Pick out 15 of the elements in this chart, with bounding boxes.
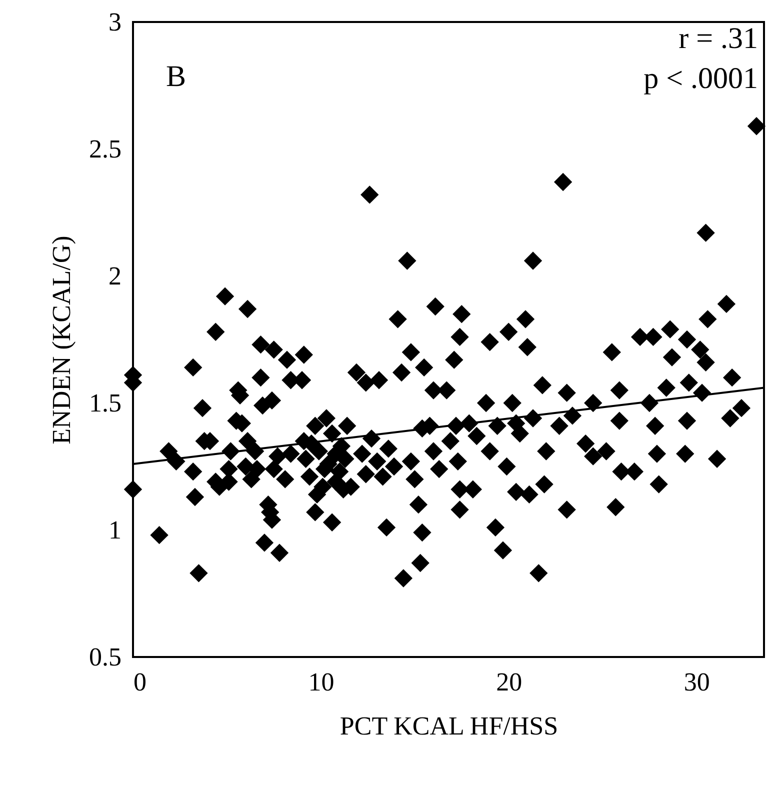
annotation: B <box>166 60 186 93</box>
annotation: r = .31 <box>678 22 758 55</box>
y-tick-label: 3 <box>108 8 122 36</box>
y-tick-label: 0.5 <box>89 642 122 672</box>
x-axis-title: PCT KCAL HF/HSS <box>340 712 558 740</box>
annotation: p < .0001 <box>644 62 758 95</box>
y-tick-label: 2 <box>108 262 122 290</box>
y-axis-title: ENDEN (KCAL/G) <box>47 236 76 444</box>
x-tick-label: 10 <box>308 668 334 696</box>
y-tick-label: 1.5 <box>89 388 122 418</box>
x-tick-label: 20 <box>496 668 522 696</box>
x-tick-label: 0 <box>134 668 146 696</box>
y-tick-label: 1 <box>108 516 122 544</box>
x-tick-label: 30 <box>684 668 710 696</box>
y-tick-label: 2.5 <box>89 134 122 164</box>
